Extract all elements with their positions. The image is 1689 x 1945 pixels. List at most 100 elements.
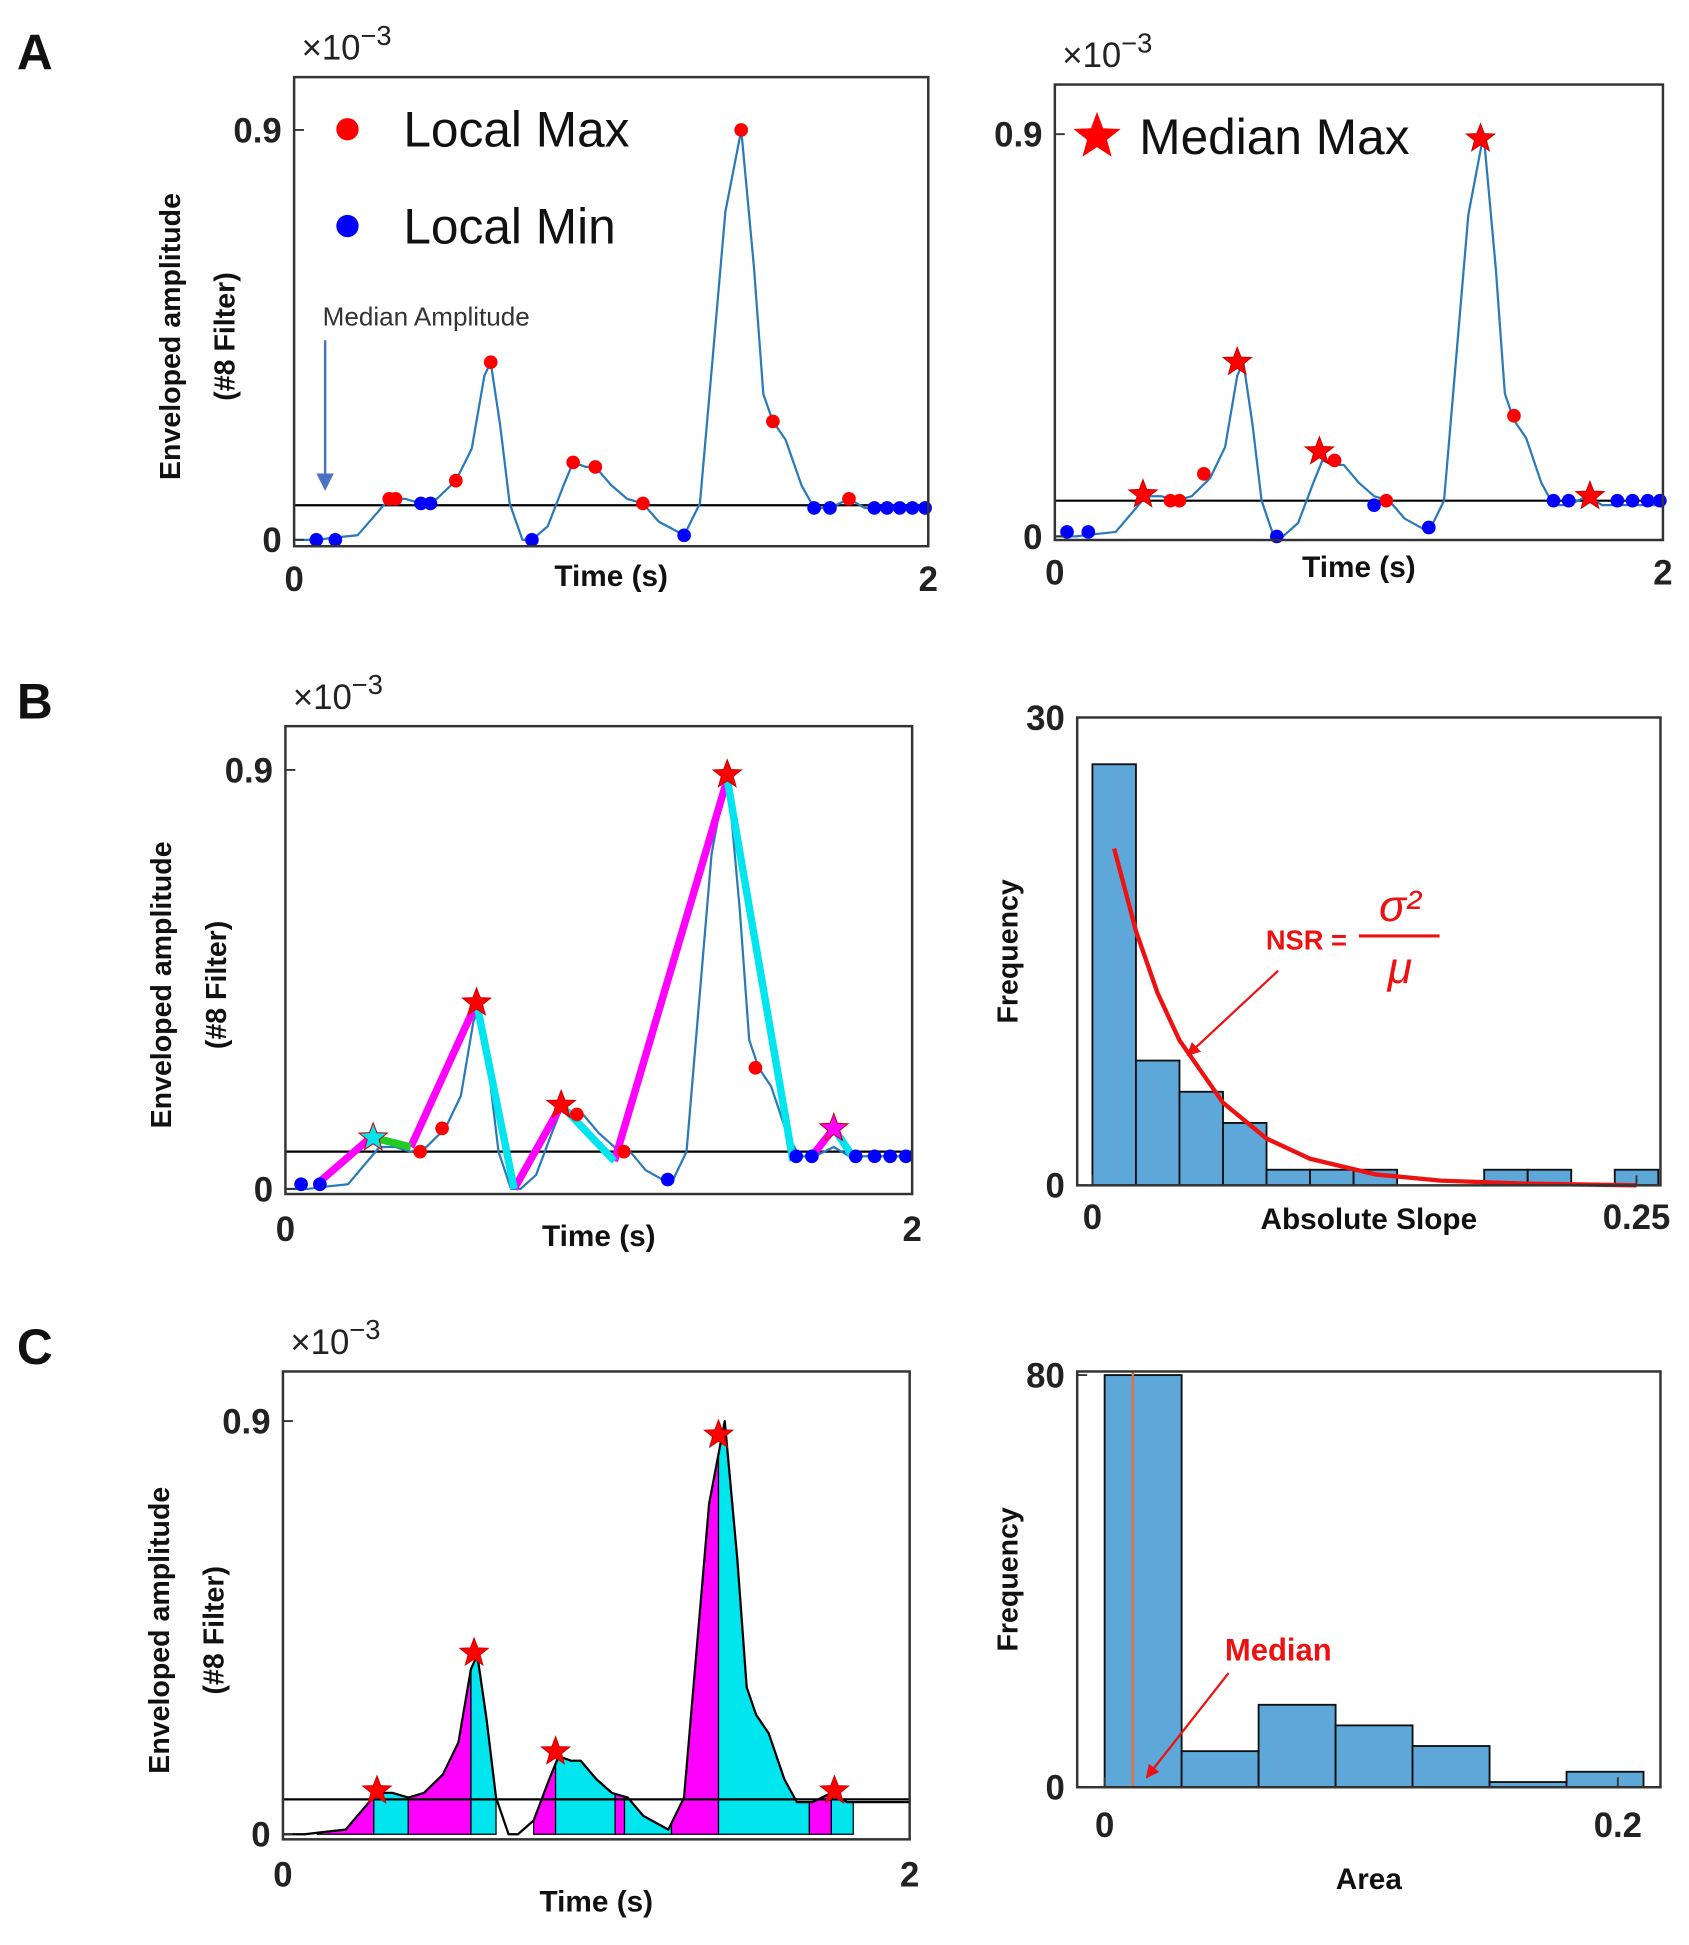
point: [328, 533, 343, 547]
annotation-arrow: [1145, 1672, 1230, 1779]
slope-segment: [472, 778, 859, 1190]
x-tick-label: 2: [1653, 555, 1672, 593]
fit-curve: [1112, 847, 1637, 1188]
x-tick-label: 0: [273, 1856, 292, 1894]
point: [294, 1177, 308, 1192]
x-tick-label: 0.2: [1594, 1807, 1642, 1845]
point: [1653, 493, 1667, 508]
point: [899, 1149, 913, 1164]
point: [1327, 453, 1342, 468]
y-tick-label: 0.9: [225, 752, 273, 790]
legend-marker: [1073, 111, 1121, 157]
panel-letter: C: [17, 1319, 53, 1375]
y-multiplier: ×10−3: [302, 20, 392, 68]
point: [867, 501, 882, 515]
y-tick-label: 0.9: [233, 112, 281, 150]
annotation-arrow: [1186, 969, 1279, 1056]
bar: [1411, 1745, 1491, 1789]
star: [711, 758, 743, 788]
x-tick-label: 0: [1095, 1807, 1114, 1845]
y-tick-label: 0.9: [222, 1403, 270, 1441]
bar: [1309, 1168, 1355, 1187]
formula-numerator: σ²: [1379, 882, 1423, 931]
y-axis-label: (#8 Filter): [198, 1566, 230, 1694]
point: [1060, 525, 1074, 539]
point: [1081, 525, 1096, 539]
star: [818, 1112, 850, 1142]
y-multiplier-base: ×10: [293, 679, 352, 717]
y-tick-label: 0: [254, 1171, 273, 1209]
point: [677, 528, 691, 543]
y-tick-label: 0: [1045, 1770, 1064, 1808]
point: [313, 1177, 327, 1192]
y-axis-label: (#8 Filter): [201, 921, 233, 1049]
point: [905, 501, 920, 515]
plot-content: [285, 758, 913, 1192]
x-axis-label: Absolute Slope: [1260, 1203, 1477, 1236]
plot-frame: [1075, 716, 1662, 1187]
point: [766, 414, 780, 429]
y-axis-label: Frequency: [993, 1507, 1025, 1651]
x-tick-label: 2: [919, 561, 938, 599]
bar: [1178, 1090, 1224, 1187]
point: [823, 501, 837, 515]
point: [1172, 493, 1187, 508]
x-tick-label: 0: [284, 561, 303, 599]
point: [805, 1149, 819, 1164]
signal-line: [282, 1420, 910, 1836]
point: [789, 1149, 804, 1164]
y-multiplier-exponent: −3: [360, 20, 391, 51]
plot-area: [282, 1371, 910, 1840]
bar: [1103, 1374, 1183, 1789]
y-multiplier: ×10−3: [290, 1314, 380, 1362]
y-multiplier-base: ×10: [1062, 37, 1121, 75]
point: [413, 1144, 427, 1159]
annotation: Median Amplitude: [323, 301, 530, 331]
star: [458, 1636, 490, 1667]
x-tick-label: 0: [1083, 1199, 1102, 1237]
plot-area: [285, 726, 913, 1195]
y-multiplier: ×10−3: [293, 669, 383, 717]
point: [867, 1149, 882, 1164]
star: [357, 1121, 389, 1151]
point: [1367, 498, 1381, 512]
star: [1127, 478, 1159, 508]
legend-label: Local Min: [403, 198, 615, 254]
point: [1421, 520, 1436, 535]
bar: [1180, 1750, 1260, 1789]
panel-letter: A: [17, 25, 53, 81]
y-multiplier-base: ×10: [290, 1324, 349, 1362]
point: [448, 473, 463, 488]
point: [842, 492, 856, 506]
y-tick-label: 0: [251, 1817, 270, 1855]
plot-content: [1054, 122, 1667, 544]
x-axis-label: Time (s): [542, 1220, 656, 1253]
point: [848, 1149, 863, 1164]
point: [1379, 493, 1394, 508]
point: [588, 460, 603, 474]
point: [309, 533, 324, 547]
point: [566, 455, 580, 470]
point: [918, 501, 932, 515]
y-multiplier-exponent: −3: [1121, 27, 1152, 58]
point: [1610, 493, 1625, 508]
y-multiplier-exponent: −3: [352, 669, 383, 700]
plot-area: [1054, 84, 1663, 541]
point: [388, 492, 403, 506]
plot-content: [294, 123, 932, 547]
legend-marker: [336, 118, 359, 141]
x-axis-label: Time (s): [554, 560, 668, 593]
star: [1574, 479, 1606, 510]
legend-label: Median Max: [1139, 109, 1409, 165]
point: [483, 355, 498, 370]
plot-frame: [292, 75, 930, 548]
y-tick-label: 80: [1026, 1357, 1065, 1395]
formula-denominator: μ: [1387, 944, 1412, 993]
plot-content: [282, 1418, 910, 1836]
y-axis-label: (#8 Filter): [210, 272, 242, 400]
point: [734, 123, 749, 137]
panel-letter: B: [17, 674, 53, 730]
y-axis-label: Frequency: [993, 879, 1025, 1023]
point: [414, 496, 428, 511]
